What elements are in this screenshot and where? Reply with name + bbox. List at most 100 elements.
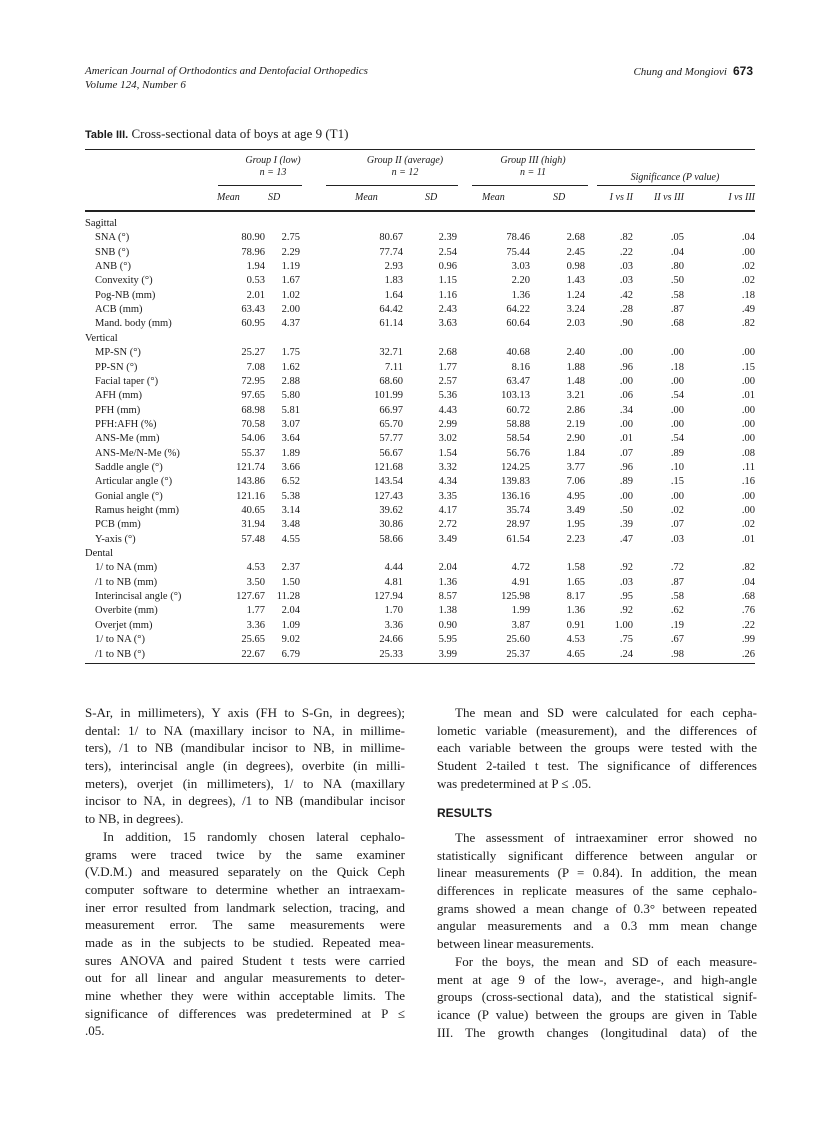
cell-value: .04: [670, 246, 684, 258]
cell-value: 68.98: [241, 404, 265, 416]
cell-value: .02: [741, 261, 755, 273]
cell-value: 28.97: [506, 519, 530, 531]
cell-value: .01: [619, 433, 633, 445]
cell-value: 64.42: [379, 304, 403, 316]
cell-value: 3.07: [281, 418, 300, 430]
text-line: (V.D.M.) and measured separately on the …: [85, 864, 405, 880]
cell-value: 7.11: [385, 361, 403, 373]
cell-value: 1.88: [566, 361, 585, 373]
row-label: Pog-NB (mm): [95, 289, 156, 301]
cell-value: .19: [670, 619, 684, 631]
cell-value: 1.19: [281, 261, 300, 273]
cell-value: 2.93: [384, 261, 403, 273]
cell-value: 40.65: [241, 505, 265, 516]
cell-value: .39: [619, 519, 633, 531]
cell-value: 25.27: [241, 347, 265, 359]
cell-value: 2.86: [566, 404, 585, 416]
cell-value: 5.80: [281, 390, 300, 402]
cell-value: 127.94: [374, 591, 403, 603]
cell-value: .80: [670, 261, 684, 273]
text-line: dental: 1/ to NA (maxillary incisor to N…: [85, 722, 405, 738]
cell-value: .07: [619, 447, 633, 459]
cell-value: .00: [741, 347, 755, 359]
cell-value: 4.91: [511, 576, 530, 588]
cell-value: 1.36: [438, 576, 457, 588]
cell-value: 7.06: [566, 476, 585, 488]
cell-value: 25.33: [379, 648, 403, 660]
cell-value: 3.36: [384, 619, 403, 631]
cell-value: .15: [670, 476, 684, 488]
text-line: grams were traced twice by the same exam…: [85, 846, 405, 862]
row-label: SNB (°): [95, 246, 130, 258]
table-row: /1 to NB (mm) 3.50 1.50 4.81 1.36 4.91 1.65 .03…: [85, 576, 755, 590]
row-label: Gonial angle (°): [95, 490, 163, 502]
row-label: Articular angle (°): [95, 476, 173, 488]
cell-value: 3.35: [438, 490, 457, 502]
cell-value: .07: [670, 519, 684, 531]
cell-value: 54.06: [241, 433, 265, 445]
cell-value: .00: [670, 490, 684, 502]
cell-value: 143.86: [236, 476, 265, 488]
cell-value: .00: [741, 246, 755, 258]
cell-value: 6.52: [281, 476, 300, 488]
cell-value: .00: [741, 404, 755, 416]
cell-value: 11.28: [276, 591, 300, 603]
cell-value: 0.98: [566, 261, 585, 273]
column-header: Mean: [482, 192, 505, 203]
cell-value: 2.90: [566, 433, 585, 445]
cell-value: 125.98: [501, 591, 530, 603]
cell-value: .00: [741, 418, 755, 430]
cell-value: .82: [619, 232, 633, 244]
cell-value: 124.25: [501, 461, 530, 473]
cell-value: .10: [670, 461, 684, 473]
text-line: grams showed a mean change of 0.3° betwe…: [437, 900, 757, 916]
row-label: PCB (mm): [95, 519, 141, 531]
cell-value: .06: [619, 390, 633, 402]
cell-value: .96: [619, 361, 633, 373]
cell-value: 58.88: [506, 418, 530, 430]
cell-value: 3.63: [438, 318, 457, 330]
table-row: SNA (°) 80.90 2.75 80.67 2.39 78.46 2.68 .82 .05…: [85, 231, 755, 245]
text-line: angular measurements and a 0.3 mm mean c…: [437, 918, 757, 934]
cell-value: .16: [741, 476, 755, 488]
cell-value: .00: [619, 418, 633, 430]
row-label: PFH (mm): [95, 404, 141, 416]
row-label: MP-SN (°): [95, 347, 141, 359]
cell-value: 139.83: [501, 476, 530, 488]
cell-value: 3.64: [281, 433, 300, 445]
text-line: ters), /1 to NB (mandibular incisor to N…: [85, 740, 405, 756]
text-line: The assessment of intraexaminer error sh…: [455, 830, 757, 845]
table-row: SNB (°) 78.96 2.29 77.74 2.54 75.44 2.45 .22 .04…: [85, 246, 755, 260]
cell-value: .96: [619, 461, 633, 473]
cell-value: 4.95: [566, 490, 585, 502]
text-line: mine whether they were within acceptable…: [85, 988, 405, 1003]
text-line: The mean and SD were calculated for each…: [455, 705, 757, 720]
cell-value: .02: [741, 275, 755, 287]
cell-value: 2.72: [438, 519, 457, 531]
cell-value: .04: [741, 232, 755, 244]
table-row: PCB (mm) 31.94 3.48 30.86 2.72 28.97 1.95 .39 .0…: [85, 518, 755, 532]
cell-value: 1.67: [281, 275, 300, 287]
cell-value: 0.96: [438, 261, 457, 273]
cell-value: 31.94: [241, 519, 265, 531]
row-label: Saddle angle (°): [95, 461, 163, 473]
table-row: ANS-Me/N-Me (%) 55.37 1.89 56.67 1.54 56.76 1.…: [85, 447, 755, 461]
cell-value: 6.79: [281, 648, 300, 660]
running-header-right: Chung and Mongiovi 673: [633, 64, 753, 78]
row-label: AFH (mm): [95, 390, 142, 402]
table-row: /1 to NB (°) 22.67 6.79 25.33 3.99 25.37 4.65.…: [85, 648, 755, 662]
cell-value: .87: [670, 304, 684, 316]
row-label: PFH:AFH (%): [95, 418, 157, 430]
cell-value: 2.37: [281, 562, 300, 574]
cell-value: .68: [741, 591, 755, 603]
group-name: Group III (high): [500, 155, 566, 166]
cell-value: 3.49: [438, 533, 457, 545]
cell-value: 24.66: [379, 634, 403, 646]
cell-value: .11: [742, 461, 755, 473]
table-row: Overbite (mm) 1.77 2.04 1.70 1.38 1.99 1.36 .92…: [85, 604, 755, 618]
cell-value: 32.71: [379, 347, 403, 359]
cell-value: 121.74: [236, 461, 265, 473]
row-label: 1/ to NA (mm): [95, 562, 158, 574]
cell-value: 40.68: [506, 347, 530, 359]
row-label: ANS-Me (mm): [95, 433, 160, 445]
